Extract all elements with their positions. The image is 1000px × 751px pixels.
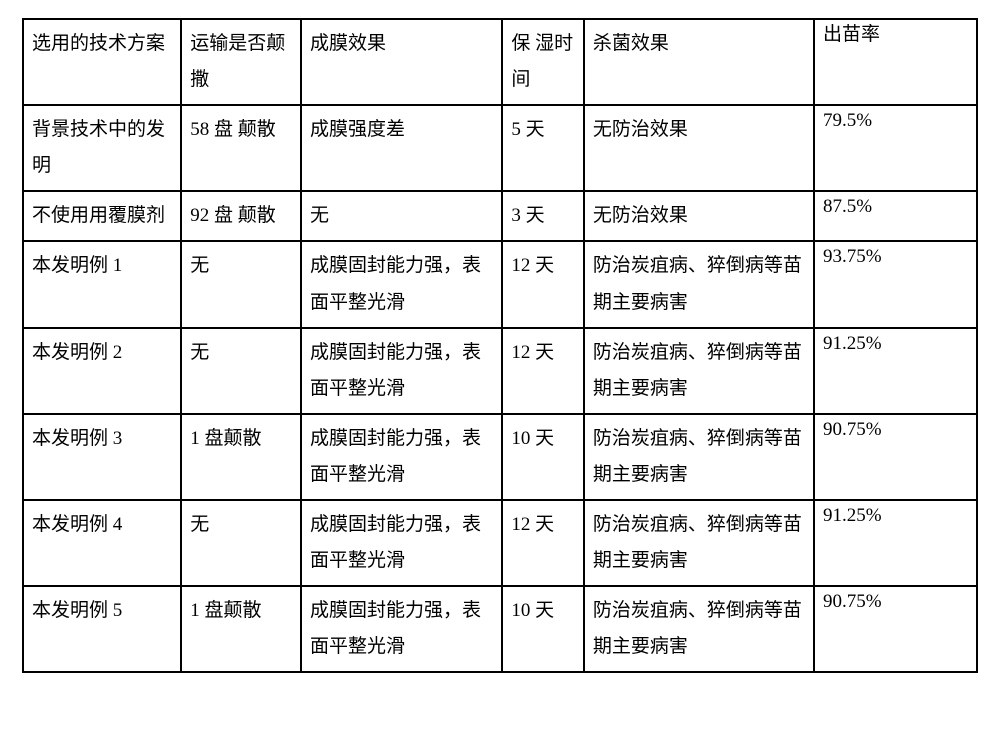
cell-scheme: 本发明例 1 — [23, 241, 181, 327]
cell-film: 成膜固封能力强，表面平整光滑 — [301, 328, 502, 414]
table-row: 本发明例 2 无 成膜固封能力强，表面平整光滑 12 天 防治炭疽病、猝倒病等苗… — [23, 328, 977, 414]
col-header-rate: 出苗率 — [814, 19, 977, 105]
cell-rate: 90.75% — [814, 586, 977, 672]
cell-film: 成膜固封能力强，表面平整光滑 — [301, 241, 502, 327]
cell-film: 成膜固封能力强，表面平整光滑 — [301, 500, 502, 586]
cell-sterilize: 防治炭疽病、猝倒病等苗期主要病害 — [584, 414, 814, 500]
table-row: 本发明例 5 1 盘颠散 成膜固封能力强，表面平整光滑 10 天 防治炭疽病、猝… — [23, 586, 977, 672]
cell-film: 成膜固封能力强，表面平整光滑 — [301, 586, 502, 672]
cell-transport: 1 盘颠散 — [181, 586, 301, 672]
col-header-moisture: 保 湿时间 — [502, 19, 583, 105]
comparison-table: 选用的技术方案 运输是否颠撒 成膜效果 保 湿时间 杀菌效果 出苗率 背景技术中… — [22, 18, 978, 673]
cell-transport: 92 盘 颠散 — [181, 191, 301, 241]
cell-rate: 79.5% — [814, 105, 977, 191]
cell-moisture: 12 天 — [502, 241, 583, 327]
cell-sterilize: 无防治效果 — [584, 105, 814, 191]
cell-scheme: 本发明例 2 — [23, 328, 181, 414]
table-body: 选用的技术方案 运输是否颠撒 成膜效果 保 湿时间 杀菌效果 出苗率 背景技术中… — [23, 19, 977, 672]
cell-moisture: 3 天 — [502, 191, 583, 241]
cell-moisture: 10 天 — [502, 586, 583, 672]
col-header-film: 成膜效果 — [301, 19, 502, 105]
cell-moisture: 12 天 — [502, 328, 583, 414]
col-header-sterilize: 杀菌效果 — [584, 19, 814, 105]
cell-moisture: 10 天 — [502, 414, 583, 500]
cell-rate: 93.75% — [814, 241, 977, 327]
cell-scheme: 本发明例 4 — [23, 500, 181, 586]
cell-scheme: 背景技术中的发明 — [23, 105, 181, 191]
col-header-transport: 运输是否颠撒 — [181, 19, 301, 105]
table-row: 本发明例 4 无 成膜固封能力强，表面平整光滑 12 天 防治炭疽病、猝倒病等苗… — [23, 500, 977, 586]
table-row: 不使用用覆膜剂 92 盘 颠散 无 3 天 无防治效果 87.5% — [23, 191, 977, 241]
cell-transport: 58 盘 颠散 — [181, 105, 301, 191]
cell-film: 无 — [301, 191, 502, 241]
cell-rate: 87.5% — [814, 191, 977, 241]
cell-film: 成膜强度差 — [301, 105, 502, 191]
col-header-scheme: 选用的技术方案 — [23, 19, 181, 105]
cell-rate: 91.25% — [814, 500, 977, 586]
cell-transport: 无 — [181, 241, 301, 327]
cell-sterilize: 防治炭疽病、猝倒病等苗期主要病害 — [584, 328, 814, 414]
table-row: 本发明例 3 1 盘颠散 成膜固封能力强，表面平整光滑 10 天 防治炭疽病、猝… — [23, 414, 977, 500]
table-row: 本发明例 1 无 成膜固封能力强，表面平整光滑 12 天 防治炭疽病、猝倒病等苗… — [23, 241, 977, 327]
cell-scheme: 不使用用覆膜剂 — [23, 191, 181, 241]
cell-scheme: 本发明例 5 — [23, 586, 181, 672]
cell-sterilize: 防治炭疽病、猝倒病等苗期主要病害 — [584, 586, 814, 672]
page: 选用的技术方案 运输是否颠撒 成膜效果 保 湿时间 杀菌效果 出苗率 背景技术中… — [0, 0, 1000, 751]
cell-moisture: 12 天 — [502, 500, 583, 586]
cell-film: 成膜固封能力强，表面平整光滑 — [301, 414, 502, 500]
cell-sterilize: 无防治效果 — [584, 191, 814, 241]
cell-sterilize: 防治炭疽病、猝倒病等苗期主要病害 — [584, 500, 814, 586]
cell-rate: 90.75% — [814, 414, 977, 500]
cell-rate: 91.25% — [814, 328, 977, 414]
cell-sterilize: 防治炭疽病、猝倒病等苗期主要病害 — [584, 241, 814, 327]
cell-scheme: 本发明例 3 — [23, 414, 181, 500]
cell-transport: 无 — [181, 328, 301, 414]
cell-moisture: 5 天 — [502, 105, 583, 191]
table-row: 背景技术中的发明 58 盘 颠散 成膜强度差 5 天 无防治效果 79.5% — [23, 105, 977, 191]
cell-transport: 1 盘颠散 — [181, 414, 301, 500]
table-header-row: 选用的技术方案 运输是否颠撒 成膜效果 保 湿时间 杀菌效果 出苗率 — [23, 19, 977, 105]
cell-transport: 无 — [181, 500, 301, 586]
